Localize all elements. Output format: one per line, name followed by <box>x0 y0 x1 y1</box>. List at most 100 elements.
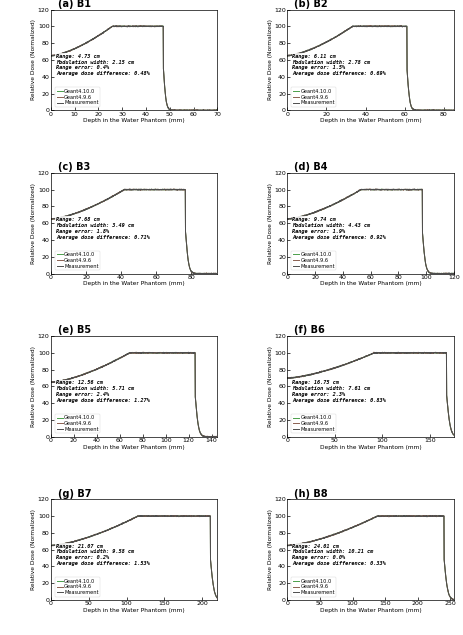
Geant4.9.6 <box>411 106 417 114</box>
Measurement <box>395 348 401 356</box>
Geant4.9.6 <box>451 596 457 603</box>
Line: Geant4.9.6: Geant4.9.6 <box>287 25 454 110</box>
Geant4.10.0 <box>391 512 396 519</box>
Geant4.10.0 <box>386 512 391 520</box>
Geant4.9.6 <box>58 50 64 57</box>
Geant4.9.6 <box>48 378 54 386</box>
Geant4.10.0 <box>382 186 387 194</box>
Measurement <box>391 22 396 30</box>
Measurement <box>215 594 220 601</box>
Geant4.9.6 <box>386 349 391 357</box>
Geant4.9.6 <box>215 107 220 114</box>
Geant4.10.0 <box>58 213 64 221</box>
Geant4.10.0 <box>192 270 197 277</box>
Legend: Geant4.10.0, Geant4.9.6, Measurement: Geant4.10.0, Geant4.9.6, Measurement <box>55 251 100 270</box>
Geant4.9.6 <box>192 269 197 277</box>
Line: Geant4.9.6: Geant4.9.6 <box>287 352 454 435</box>
Geant4.10.0 <box>149 349 155 356</box>
Geant4.10.0 <box>161 349 166 356</box>
Measurement <box>391 512 396 520</box>
Geant4.10.0 <box>391 186 396 194</box>
Geant4.9.6 <box>391 512 396 520</box>
Geant4.9.6 <box>150 349 155 357</box>
Geant4.10.0 <box>383 349 389 356</box>
Geant4.9.6 <box>412 107 417 114</box>
Measurement <box>428 349 434 357</box>
Geant4.10.0 <box>175 106 181 114</box>
Geant4.9.6 <box>171 185 176 193</box>
Geant4.10.0 <box>145 349 150 357</box>
X-axis label: Depth in the Water Phantom (mm): Depth in the Water Phantom (mm) <box>319 444 421 450</box>
Geant4.9.6 <box>382 349 387 357</box>
Geant4.9.6 <box>451 106 457 114</box>
Geant4.10.0 <box>284 52 290 60</box>
Geant4.9.6 <box>150 22 155 30</box>
Geant4.10.0 <box>295 541 300 549</box>
Geant4.9.6 <box>48 215 54 222</box>
Geant4.10.0 <box>284 374 290 382</box>
Measurement <box>215 107 220 114</box>
Y-axis label: Relative Dose (Normalized): Relative Dose (Normalized) <box>31 346 37 427</box>
Geant4.10.0 <box>149 23 155 30</box>
Line: Measurement: Measurement <box>51 516 218 598</box>
Geant4.10.0 <box>295 50 300 58</box>
Measurement <box>361 22 367 30</box>
Geant4.9.6 <box>175 186 180 194</box>
Geant4.9.6 <box>381 512 387 519</box>
Line: Geant4.10.0: Geant4.10.0 <box>51 352 218 437</box>
Text: (e) B5: (e) B5 <box>57 325 91 335</box>
Geant4.10.0 <box>154 349 160 357</box>
Measurement <box>451 431 457 438</box>
Geant4.9.6 <box>175 107 181 114</box>
X-axis label: Depth in the Water Phantom (mm): Depth in the Water Phantom (mm) <box>83 444 185 450</box>
Y-axis label: Relative Dose (Normalized): Relative Dose (Normalized) <box>268 183 273 264</box>
Text: Range: 16.75 cm
Modulation width: 7.61 cm
Range error: 2.3%
Average dose differe: Range: 16.75 cm Modulation width: 7.61 c… <box>292 380 386 403</box>
Text: (a) B1: (a) B1 <box>57 0 91 9</box>
Text: Range: 6.11 cm
Modulation width: 2.78 cm
Range error: 1.5%
Average dose differen: Range: 6.11 cm Modulation width: 2.78 cm… <box>292 54 386 76</box>
Geant4.10.0 <box>175 186 180 194</box>
Measurement <box>138 512 144 519</box>
Geant4.10.0 <box>192 107 197 114</box>
Measurement <box>113 22 119 29</box>
Geant4.10.0 <box>451 596 457 603</box>
Geant4.9.6 <box>428 107 434 114</box>
Geant4.10.0 <box>428 269 434 277</box>
Legend: Geant4.10.0, Geant4.9.6, Measurement: Geant4.10.0, Geant4.9.6, Measurement <box>291 87 337 107</box>
Geant4.9.6 <box>149 512 155 519</box>
Geant4.9.6 <box>202 433 208 441</box>
Geant4.9.6 <box>371 348 377 356</box>
Text: (h) B8: (h) B8 <box>294 488 328 498</box>
Geant4.9.6 <box>215 270 220 277</box>
Measurement <box>411 512 417 520</box>
Geant4.9.6 <box>175 349 180 356</box>
Geant4.10.0 <box>154 23 160 30</box>
Geant4.10.0 <box>145 23 150 30</box>
Geant4.10.0 <box>202 433 208 441</box>
Geant4.9.6 <box>391 22 396 30</box>
Geant4.10.0 <box>386 22 391 30</box>
Measurement <box>169 107 175 114</box>
Line: Geant4.10.0: Geant4.10.0 <box>287 516 454 599</box>
Measurement <box>391 349 396 357</box>
Line: Geant4.9.6: Geant4.9.6 <box>287 189 454 274</box>
Y-axis label: Relative Dose (Normalized): Relative Dose (Normalized) <box>268 509 273 590</box>
Measurement <box>284 542 290 550</box>
Geant4.10.0 <box>295 373 300 381</box>
Measurement <box>168 185 173 193</box>
Line: Geant4.9.6: Geant4.9.6 <box>287 516 454 599</box>
Geant4.9.6 <box>215 433 220 441</box>
X-axis label: Depth in the Water Phantom (mm): Depth in the Water Phantom (mm) <box>83 281 185 286</box>
Geant4.9.6 <box>382 186 387 194</box>
Measurement <box>58 377 64 385</box>
Line: Geant4.9.6: Geant4.9.6 <box>51 352 218 437</box>
Geant4.9.6 <box>154 186 160 194</box>
Geant4.10.0 <box>428 107 434 114</box>
Line: Measurement: Measurement <box>51 25 218 110</box>
Geant4.9.6 <box>399 22 405 29</box>
Geant4.9.6 <box>411 512 416 520</box>
Geant4.10.0 <box>150 186 155 194</box>
Measurement <box>145 512 150 520</box>
Measurement <box>215 270 220 277</box>
Geant4.9.6 <box>433 512 438 519</box>
Measurement <box>381 349 387 357</box>
